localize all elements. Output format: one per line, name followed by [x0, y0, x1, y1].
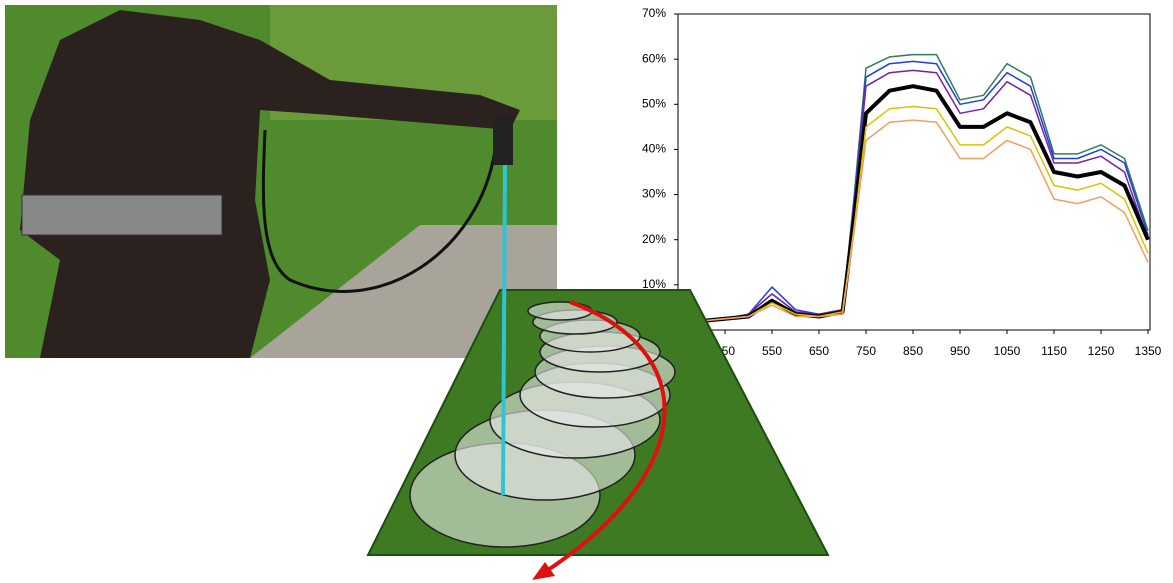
y-tick-label: 30%	[642, 187, 666, 201]
x-tick-label: 950	[950, 344, 970, 358]
x-tick-label: 550	[762, 344, 782, 358]
x-tick-label: 750	[856, 344, 876, 358]
y-tick-label: 20%	[642, 232, 666, 246]
field-photo	[5, 5, 557, 358]
x-tick-label: 1250	[1088, 344, 1115, 358]
sensor-beam	[503, 165, 505, 495]
photo-laptop	[22, 195, 222, 235]
y-tick-label: 70%	[642, 6, 666, 20]
y-tick-label: 50%	[642, 96, 666, 110]
page: 10%20%30%40%50%60%70%3504505506507508509…	[0, 0, 1173, 583]
footprint	[528, 302, 592, 320]
x-tick-label: 850	[903, 344, 923, 358]
spectrum-chart: 10%20%30%40%50%60%70%3504505506507508509…	[642, 6, 1162, 358]
x-tick-label: 1350	[1135, 344, 1162, 358]
figure: 10%20%30%40%50%60%70%3504505506507508509…	[0, 0, 1173, 583]
y-tick-label: 10%	[642, 277, 666, 291]
y-tick-label: 60%	[642, 51, 666, 65]
y-tick-label: 40%	[642, 142, 666, 156]
x-tick-label: 1150	[1041, 344, 1067, 358]
x-tick-label: 1050	[994, 344, 1021, 358]
x-tick-label: 650	[809, 344, 829, 358]
arrow-head	[532, 562, 555, 580]
photo-sensor	[493, 115, 513, 165]
